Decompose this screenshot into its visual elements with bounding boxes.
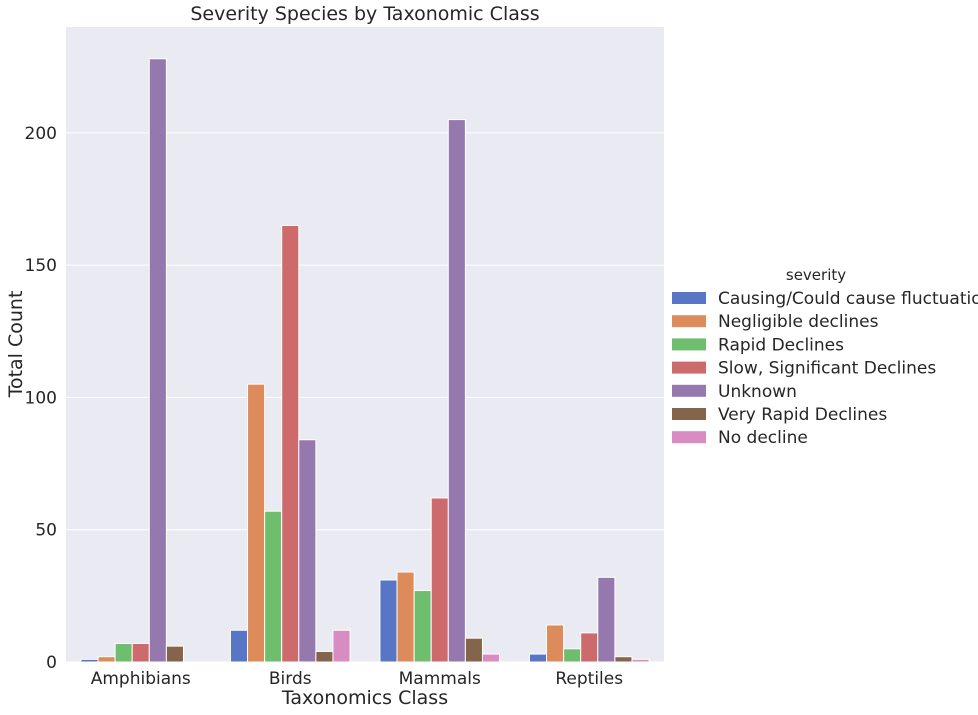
- bar: [546, 624, 565, 663]
- legend-item-label: Unknown: [718, 382, 797, 402]
- bar: [614, 656, 633, 663]
- y-axis-label: Total Count: [5, 291, 27, 399]
- legend-swatch: [672, 292, 706, 304]
- chart-title: Severity Species by Taxonomic Class: [190, 3, 539, 25]
- y-tick-label: 50: [35, 521, 57, 541]
- bar: [332, 629, 351, 663]
- bar: [528, 653, 548, 663]
- legend-swatch: [672, 315, 706, 328]
- bar: [447, 119, 466, 663]
- bar: [430, 497, 449, 663]
- bar: [563, 648, 582, 663]
- bar: [281, 224, 300, 663]
- bar: [631, 658, 650, 663]
- y-tick-label: 100: [25, 388, 57, 408]
- legend: severity Causing/Could cause fluctuation…: [672, 266, 978, 448]
- legend-swatch: [672, 408, 706, 420]
- bar: [80, 658, 99, 663]
- y-axis-ticks: 0 50 100 150 200: [25, 124, 57, 673]
- bar: [481, 653, 501, 663]
- bar: [247, 383, 266, 663]
- bar: [413, 590, 432, 663]
- bar: [379, 579, 398, 663]
- bar: [464, 637, 483, 663]
- bar: [148, 58, 167, 663]
- legend-title: severity: [786, 266, 846, 284]
- bar: [114, 642, 133, 663]
- x-tick-label: Birds: [269, 669, 312, 689]
- bar: [597, 576, 616, 663]
- legend-item-label: Slow, Significant Declines: [718, 359, 936, 379]
- bars: [80, 58, 650, 663]
- legend-swatch: [672, 338, 706, 351]
- legend-swatch: [672, 384, 706, 397]
- y-tick-label: 200: [25, 124, 57, 144]
- y-tick-label: 0: [46, 653, 57, 673]
- legend-item-label: Causing/Could cause fluctuations: [718, 289, 978, 309]
- bar: [298, 439, 317, 663]
- bar: [97, 656, 116, 663]
- legend-item-label: Very Rapid Declines: [718, 405, 887, 425]
- bar: [580, 632, 599, 663]
- x-tick-label: Reptiles: [555, 669, 623, 689]
- legend-item-label: Negligible declines: [718, 312, 879, 332]
- bar: [264, 510, 283, 663]
- bar: [165, 645, 184, 663]
- bar: [315, 650, 334, 663]
- x-tick-label: Amphibians: [91, 669, 191, 689]
- y-tick-label: 150: [25, 256, 57, 276]
- legend-swatch: [672, 431, 706, 444]
- legend-item-label: Rapid Declines: [718, 335, 844, 355]
- x-axis-label: Taxonomics Class: [281, 687, 448, 709]
- x-tick-label: Mammals: [399, 669, 481, 689]
- bar: [229, 629, 249, 663]
- bar: [131, 642, 150, 663]
- legend-swatch: [672, 361, 706, 374]
- legend-item-label: No decline: [718, 428, 808, 448]
- x-axis-ticks: Amphibians Birds Mammals Reptiles: [91, 669, 624, 689]
- bar: [396, 571, 415, 663]
